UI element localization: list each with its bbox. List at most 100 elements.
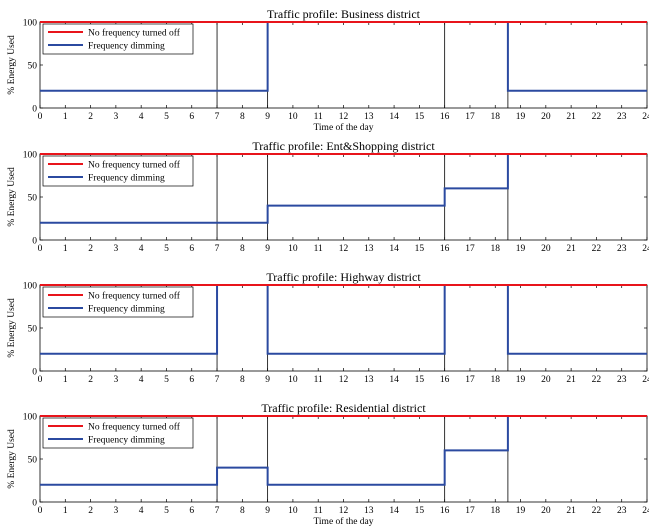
- x-tick-label: 21: [566, 506, 576, 516]
- x-tick-label: 2: [88, 506, 93, 516]
- x-tick-label: 24: [642, 112, 649, 122]
- legend: No frequency turned off Frequency dimming: [42, 23, 194, 55]
- x-tick-label: 3: [114, 375, 119, 385]
- x-tick-label: 7: [215, 506, 220, 516]
- x-tick-label: 18: [491, 244, 501, 254]
- legend-box: [42, 286, 194, 318]
- y-axis-label: % Energy Used: [7, 167, 17, 227]
- x-tick-label: 17: [465, 112, 475, 122]
- x-tick-label: 16: [440, 244, 450, 254]
- legend-entry-label: Frequency dimming: [88, 174, 165, 184]
- y-tick-label: 0: [32, 368, 37, 378]
- y-axis-label: % Energy Used: [7, 35, 17, 95]
- legend-box: [42, 417, 194, 449]
- x-tick-label: 5: [164, 112, 169, 122]
- x-tick-label: 0: [38, 112, 43, 122]
- x-tick-label: 23: [617, 244, 627, 254]
- x-tick-label: 16: [440, 375, 450, 385]
- y-tick-label: 0: [32, 499, 37, 509]
- x-tick-label: 8: [240, 244, 245, 254]
- x-tick-label: 12: [339, 244, 349, 254]
- series-frequency-dimming-line: [40, 153, 647, 224]
- y-tick-label: 100: [23, 19, 38, 29]
- x-tick-label: 8: [240, 112, 245, 122]
- x-tick-label: 14: [389, 112, 399, 122]
- legend-entry-label: No frequency turned off: [88, 28, 181, 39]
- x-tick-label: 10: [288, 112, 298, 122]
- legend: No frequency turned off Frequency dimming: [42, 155, 194, 187]
- x-tick-label: 4: [139, 244, 144, 254]
- x-tick-label: 9: [265, 244, 270, 254]
- subplot-title: Traffic profile: Ent&Shopping district: [252, 139, 435, 153]
- x-tick-label: 17: [465, 506, 475, 516]
- x-tick-label: 15: [415, 375, 425, 385]
- y-tick-label: 100: [23, 282, 38, 292]
- x-tick-label: 11: [314, 506, 323, 516]
- legend: No frequency turned off Frequency dimming: [42, 286, 194, 318]
- x-tick-label: 18: [491, 112, 501, 122]
- x-tick-label: 24: [642, 375, 649, 385]
- x-tick-label: 19: [516, 244, 526, 254]
- x-tick-label: 21: [566, 112, 576, 122]
- x-tick-label: 19: [516, 506, 526, 516]
- x-tick-label: 1: [63, 244, 68, 254]
- x-tick-label: 9: [265, 112, 270, 122]
- x-tick-label: 10: [288, 375, 298, 385]
- x-tick-label: 6: [189, 506, 194, 516]
- legend-entry-label: No frequency turned off: [88, 291, 181, 302]
- x-tick-label: 4: [139, 375, 144, 385]
- legend-box: [42, 155, 194, 187]
- x-tick-label: 7: [215, 244, 220, 254]
- y-tick-label: 50: [28, 325, 38, 335]
- x-tick-label: 19: [516, 112, 526, 122]
- y-tick-label: 50: [28, 62, 38, 72]
- x-tick-label: 13: [364, 244, 374, 254]
- x-tick-label: 4: [139, 112, 144, 122]
- x-tick-label: 21: [566, 375, 576, 385]
- legend-entry-label: No frequency turned off: [88, 422, 181, 433]
- x-tick-label: 18: [491, 375, 501, 385]
- legend-entry-label: No frequency turned off: [88, 160, 181, 171]
- x-tick-label: 23: [617, 112, 627, 122]
- x-tick-label: 0: [38, 244, 43, 254]
- x-tick-label: 1: [63, 375, 68, 385]
- x-tick-label: 6: [189, 112, 194, 122]
- x-tick-label: 13: [364, 112, 374, 122]
- x-tick-label: 23: [617, 506, 627, 516]
- legend-box: [42, 23, 194, 55]
- y-tick-label: 50: [28, 456, 38, 466]
- x-tick-label: 17: [465, 244, 475, 254]
- x-tick-label: 9: [265, 506, 270, 516]
- x-tick-label: 14: [389, 375, 399, 385]
- x-tick-label: 15: [415, 506, 425, 516]
- x-tick-label: 4: [139, 506, 144, 516]
- legend-entry-label: Frequency dimming: [88, 42, 165, 52]
- x-tick-label: 8: [240, 375, 245, 385]
- x-tick-label: 16: [440, 506, 450, 516]
- x-tick-label: 22: [592, 506, 602, 516]
- x-tick-label: 12: [339, 375, 349, 385]
- x-tick-label: 3: [114, 506, 119, 516]
- legend-entry-label: Frequency dimming: [88, 305, 165, 315]
- x-tick-label: 6: [189, 244, 194, 254]
- x-tick-label: 17: [465, 375, 475, 385]
- subplot-title: Traffic profile: Highway district: [266, 270, 421, 284]
- x-tick-label: 18: [491, 506, 501, 516]
- x-axis-label: Time of the day: [313, 516, 373, 527]
- x-tick-label: 9: [265, 375, 270, 385]
- y-axis-label: % Energy Used: [7, 429, 17, 489]
- x-tick-label: 23: [617, 375, 627, 385]
- x-tick-label: 13: [364, 506, 374, 516]
- x-axis-label: Time of the day: [313, 122, 373, 133]
- x-tick-label: 7: [215, 375, 220, 385]
- y-tick-label: 100: [23, 151, 38, 161]
- series-frequency-dimming-line: [40, 415, 647, 486]
- x-tick-label: 22: [592, 112, 602, 122]
- x-tick-label: 11: [314, 112, 323, 122]
- x-tick-label: 12: [339, 506, 349, 516]
- x-tick-label: 2: [88, 244, 93, 254]
